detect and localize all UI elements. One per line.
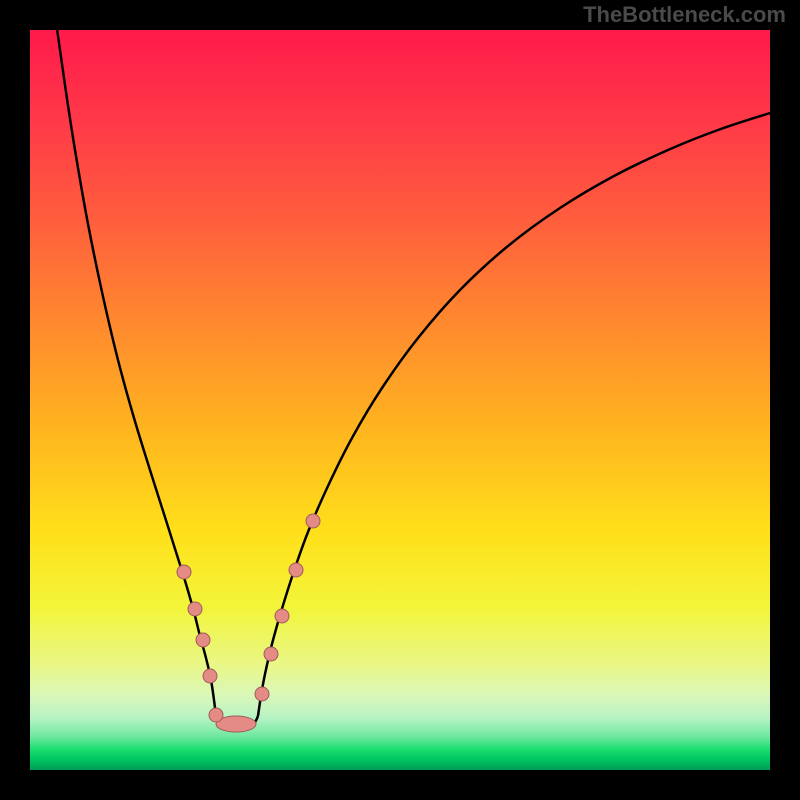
right-curve [258,113,770,716]
marker-left-1 [188,602,202,616]
marker-right-2 [275,609,289,623]
chart-svg [0,0,800,800]
marker-left-2 [196,633,210,647]
marker-left-0 [177,565,191,579]
marker-left-3 [203,669,217,683]
marker-right-1 [264,647,278,661]
marker-right-0 [255,687,269,701]
marker-right-4 [306,514,320,528]
canvas: TheBottleneck.com [0,0,800,800]
marker-right-3 [289,563,303,577]
watermark-text: TheBottleneck.com [583,2,786,28]
marker-left-4 [209,708,223,722]
